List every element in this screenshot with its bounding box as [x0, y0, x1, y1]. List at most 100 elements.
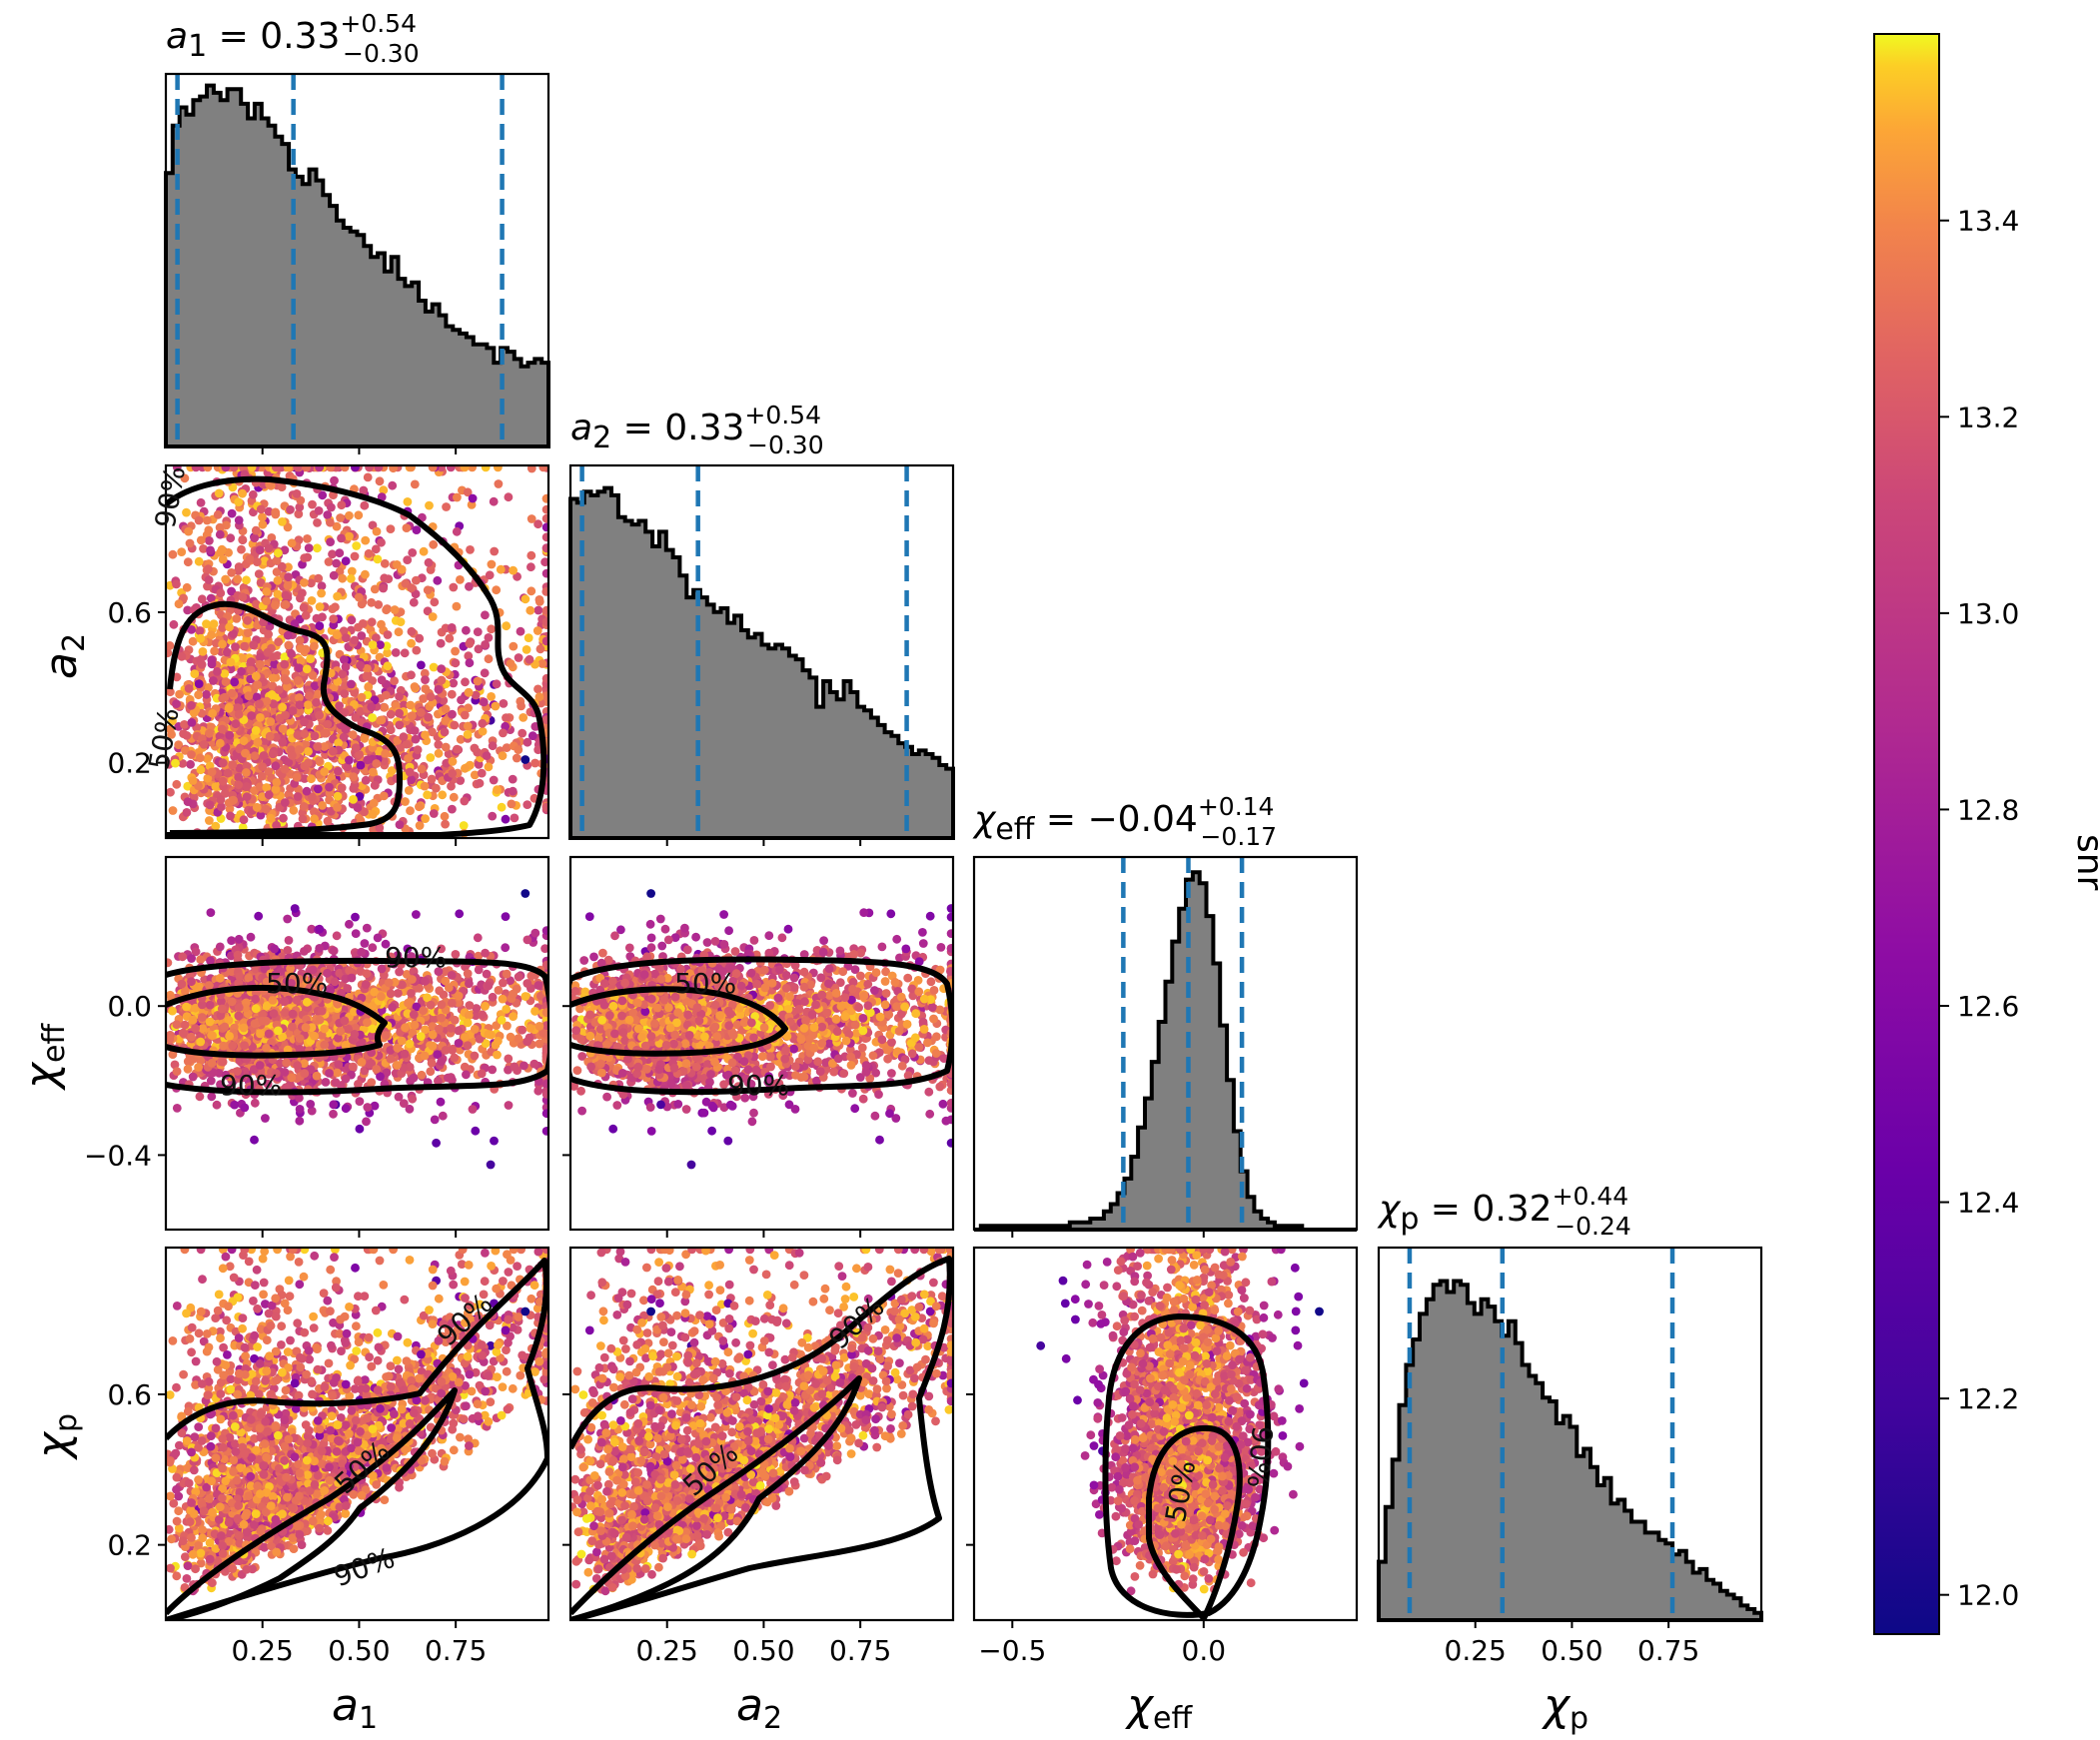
scatter-point: [312, 1071, 322, 1081]
scatter-point: [514, 972, 524, 982]
scatter-point: [525, 605, 535, 615]
scatter-point: [221, 465, 231, 472]
scatter-point: [242, 761, 252, 771]
scatter-point: [274, 637, 283, 647]
scatter-point: [296, 656, 306, 665]
scatter-point: [180, 1020, 190, 1030]
scatter-point: [421, 1025, 430, 1035]
scatter-point: [459, 821, 469, 830]
scatter-point: [471, 690, 481, 700]
scatter-point: [501, 814, 511, 824]
scatter-point: [206, 956, 215, 966]
scatter-point: [227, 936, 237, 945]
scatter-point: [258, 512, 267, 522]
scatter-point: [405, 767, 415, 777]
scatter-point: [433, 1050, 443, 1060]
scatter-point: [296, 643, 305, 653]
scatter-point: [328, 746, 338, 756]
scatter-point: [464, 687, 474, 697]
scatter-point: [327, 502, 336, 512]
scatter-point: [428, 1030, 438, 1040]
scatter-point: [332, 931, 342, 941]
scatter-point: [314, 506, 324, 515]
scatter-point: [408, 711, 417, 720]
scatter-point: [224, 703, 234, 713]
scatter-point: [472, 1004, 482, 1013]
scatter-point: [227, 967, 237, 977]
scatter-point: [205, 728, 214, 738]
scatter-point: [300, 717, 309, 727]
scatter-point: [471, 1126, 481, 1136]
scatter-point: [432, 783, 441, 793]
scatter-point: [453, 492, 462, 502]
scatter-point: [326, 537, 335, 546]
scatter-point: [516, 626, 525, 636]
scatter-point: [207, 1058, 217, 1068]
scatter-point: [386, 1054, 396, 1064]
scatter-point: [485, 570, 495, 580]
title-a1: a1 = 0.33+0.54 −0.30: [166, 9, 420, 68]
scatter-point: [295, 663, 304, 673]
scatter-point: [460, 465, 470, 472]
scatter-point: [306, 1100, 316, 1109]
scatter-point: [251, 671, 261, 681]
scatter-point: [208, 708, 218, 718]
scatter-point: [421, 730, 430, 740]
scatter-point: [368, 713, 377, 722]
scatter-point: [272, 778, 282, 787]
scatter-point: [502, 621, 512, 631]
scatter-point: [417, 660, 426, 670]
scatter-point: [423, 606, 433, 616]
scatter-point: [270, 944, 280, 954]
scatter-point: [264, 543, 274, 553]
scatter-point: [220, 789, 230, 798]
scatter-point: [187, 718, 197, 727]
scatter-point: [308, 671, 318, 680]
scatter-point: [478, 718, 488, 728]
scatter-point: [353, 803, 363, 812]
scatter-point: [205, 536, 214, 545]
scatter-point: [314, 573, 324, 583]
scatter-point: [280, 798, 290, 807]
scatter-point: [253, 737, 263, 747]
scatter-point: [320, 767, 330, 776]
scatter-point: [239, 736, 249, 746]
scatter-point: [541, 605, 548, 615]
scatter-point: [392, 560, 402, 569]
scatter-point: [503, 1021, 512, 1031]
scatter-point: [379, 583, 388, 593]
scatter-point: [295, 502, 305, 512]
scatter-point: [400, 1049, 410, 1059]
scatter-point: [166, 958, 173, 968]
scatter-point: [194, 515, 204, 525]
scatter-point: [190, 669, 200, 678]
scatter-point: [372, 1065, 382, 1074]
scatter-point: [488, 741, 498, 751]
scatter-point: [229, 795, 239, 805]
scatter-point: [439, 696, 449, 705]
scatter-point: [294, 676, 303, 685]
scatter-point: [481, 640, 490, 649]
scatter-point: [465, 658, 475, 668]
scatter-point: [315, 465, 325, 472]
scatter-point: [227, 568, 237, 577]
scatter-point: [194, 1063, 204, 1072]
scatter-point: [426, 753, 436, 762]
scatter-point: [341, 724, 351, 734]
scatter-point: [221, 574, 231, 584]
scatter-point: [233, 1067, 243, 1076]
scatter-point: [341, 1074, 351, 1084]
scatter-point: [361, 569, 370, 579]
scatter-point: [419, 694, 429, 703]
scatter-point: [523, 737, 532, 747]
scatter-point: [332, 521, 342, 531]
scatter-point: [216, 547, 225, 557]
scatter-point: [271, 761, 281, 771]
scatter-point: [540, 944, 548, 953]
scatter-point: [522, 645, 531, 654]
scatter-point: [188, 776, 198, 785]
scatter-point: [215, 529, 225, 539]
scatter-point: [300, 578, 309, 587]
scatter-point: [262, 783, 272, 792]
